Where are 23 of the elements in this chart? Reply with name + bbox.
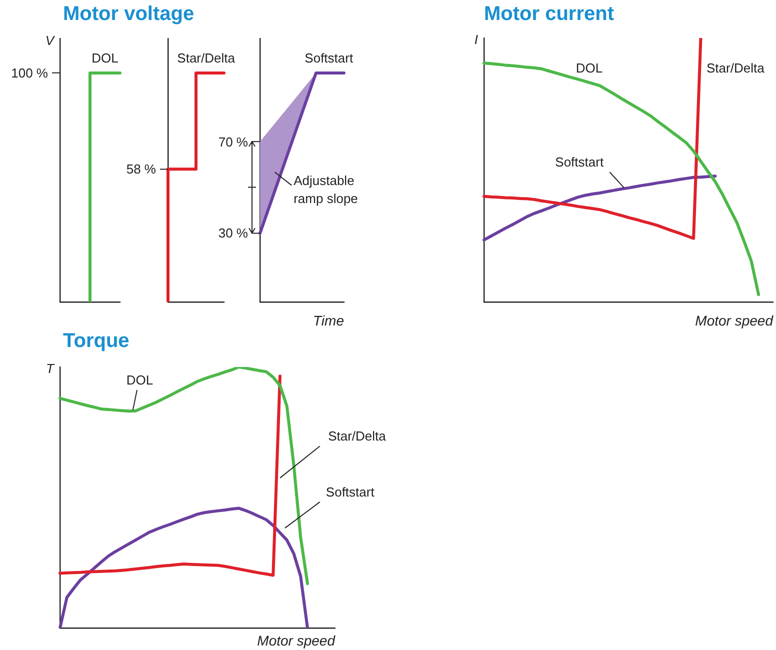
y-axis-title: V	[45, 32, 54, 48]
chart-title: Torque	[63, 330, 130, 353]
series-label: Star/Delta	[706, 60, 764, 76]
series-label: DOL	[576, 60, 603, 76]
y-axis-title: I	[474, 32, 478, 47]
x-axis-title: Time	[313, 312, 344, 328]
series-label: Softstart	[555, 154, 604, 170]
series-label: DOL	[126, 372, 154, 388]
text: Softstart	[326, 484, 374, 500]
text: Star/Delta	[328, 428, 386, 444]
annotation: 70 %	[218, 134, 248, 150]
chart-title: Motor current	[484, 3, 614, 26]
text: 58 %	[126, 162, 156, 177]
series-label: Star/Delta	[177, 50, 235, 66]
annotation: 30 %	[218, 226, 248, 241]
series-label: Softstart	[304, 50, 354, 66]
series-label: DOL	[92, 50, 118, 66]
text: 100 %	[11, 65, 48, 80]
x-axis-title: Motor speed	[695, 312, 774, 328]
annotation: Adjustable ramp slope	[294, 172, 359, 208]
y-axis-title: T	[46, 361, 54, 376]
x-axis-title: Motor speed	[257, 632, 336, 648]
chart-title: Motor voltage	[63, 3, 194, 26]
